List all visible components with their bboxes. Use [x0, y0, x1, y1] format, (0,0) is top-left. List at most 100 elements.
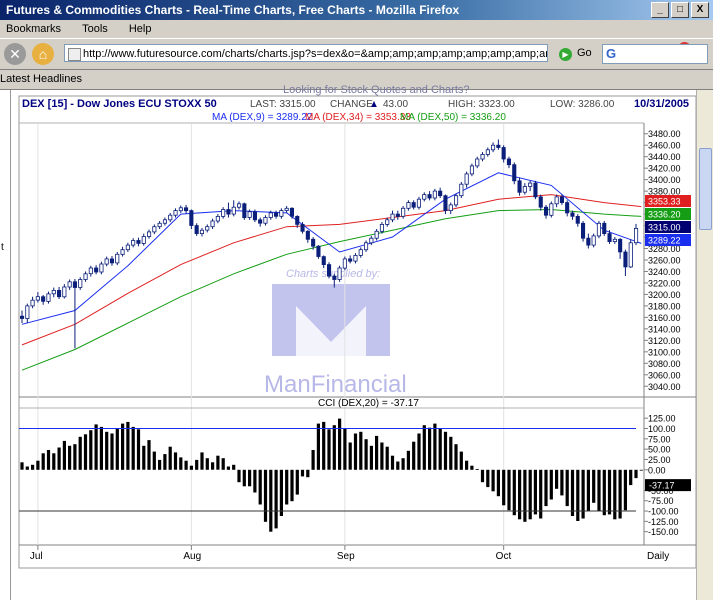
top-cut-text: Looking for Stock Quotes and Charts? [283, 84, 470, 96]
cci-bar [332, 425, 336, 470]
chart-area: DEX [15] - Dow Jones ECU STOXX 50 LAST: … [18, 95, 696, 569]
candle-body [448, 204, 453, 212]
price-label-text: 3315.00 [648, 223, 681, 233]
cci-bar [364, 439, 368, 470]
candle [559, 194, 564, 205]
candle [401, 206, 406, 219]
candle [522, 183, 527, 195]
cci-bar [226, 466, 230, 470]
cci-bar [306, 469, 310, 478]
candle-body [146, 231, 152, 237]
candle [379, 222, 384, 234]
go-button[interactable]: Go [577, 47, 592, 59]
candle [131, 238, 136, 248]
candle-body [258, 219, 263, 224]
cci-bar [232, 464, 236, 470]
candle [321, 255, 326, 269]
cci-bar [147, 440, 151, 470]
candle [369, 235, 374, 246]
cci-bar [46, 450, 51, 470]
cci-bar [253, 469, 257, 493]
cci-bar [41, 453, 45, 470]
candle [252, 209, 258, 223]
price-label-text: 3353.33 [648, 197, 681, 207]
candle-body [99, 263, 104, 273]
candle-body [94, 267, 99, 273]
candle-body [353, 254, 358, 262]
cci-bar [390, 455, 395, 470]
candle [221, 207, 226, 219]
cci-bar [248, 469, 252, 487]
search-input[interactable]: G [602, 44, 708, 64]
home-icon[interactable]: ⌂ [32, 43, 54, 65]
candle-body [289, 207, 294, 217]
candle-body [321, 256, 326, 266]
cci-bar [544, 469, 548, 507]
candle [607, 230, 612, 244]
cci-bar [121, 423, 125, 470]
candle-body [586, 237, 591, 246]
candle [374, 229, 379, 241]
cci-bar [496, 469, 500, 497]
cci-bar [115, 428, 119, 470]
candle-body [157, 222, 162, 228]
high-price: HIGH: 3323.00 [448, 99, 515, 110]
cci-bar [83, 434, 88, 470]
scrollbar-thumb[interactable] [699, 148, 712, 230]
candle-body [242, 203, 247, 219]
candle-body [559, 196, 564, 204]
candle-body [115, 253, 120, 264]
cci-bar [449, 436, 453, 470]
candle-body [406, 202, 411, 209]
candle [104, 256, 109, 267]
url-input[interactable]: http://www.futuresource.com/charts/chart… [64, 44, 548, 62]
candle-body [305, 230, 310, 240]
ma9-line [21, 172, 642, 325]
cci-tick-label: 125.00 [648, 414, 676, 424]
candle-body [236, 203, 242, 208]
cci-bar [279, 469, 283, 516]
cci-bar [200, 452, 204, 470]
candle [496, 139, 501, 150]
maximize-button[interactable]: □ [671, 2, 689, 18]
cci-bar [311, 450, 315, 470]
price-tick-label: 3480.00 [648, 129, 681, 139]
candle-body [268, 212, 273, 218]
candle-body [30, 299, 35, 307]
candle [390, 210, 395, 223]
candle-body [300, 223, 305, 232]
go-arrow-icon[interactable]: ▶ [559, 48, 572, 61]
candle [236, 201, 242, 210]
cci-bar [221, 458, 225, 470]
candle-body [438, 190, 443, 197]
minimize-button[interactable]: _ [651, 2, 669, 18]
candle [469, 163, 474, 177]
close-button[interactable]: X [691, 2, 709, 18]
candle [634, 223, 639, 246]
cci-bar [592, 469, 596, 503]
candle [385, 217, 390, 227]
price-tick-label: 3120.00 [648, 336, 681, 346]
candle-body [72, 281, 78, 288]
cci-bar [491, 469, 495, 492]
ma9-legend: MA (DEX,9) = 3289.22 [212, 112, 313, 123]
price-tick-label: 3160.00 [648, 313, 681, 323]
candle [332, 273, 337, 288]
cci-bar [99, 426, 103, 470]
candle-body [395, 213, 400, 217]
page-scrollbar[interactable] [696, 90, 713, 600]
stop-icon[interactable]: ✕ [4, 43, 26, 65]
candle [46, 291, 51, 304]
cci-bar [422, 425, 426, 470]
menu-tools[interactable]: Tools [82, 23, 108, 35]
cci-bar [459, 451, 463, 470]
ma50-legend: MA (DEX,50) = 3336.20 [400, 112, 506, 123]
latest-headlines-link[interactable]: Latest Headlines [0, 73, 82, 85]
candle [279, 208, 284, 219]
price-label-text: 3289.22 [648, 236, 681, 246]
menu-bookmarks[interactable]: Bookmarks [6, 23, 62, 35]
cci-bar [639, 469, 643, 471]
cci-bar [163, 454, 167, 470]
candle [300, 222, 305, 234]
menu-help[interactable]: Help [128, 23, 152, 35]
